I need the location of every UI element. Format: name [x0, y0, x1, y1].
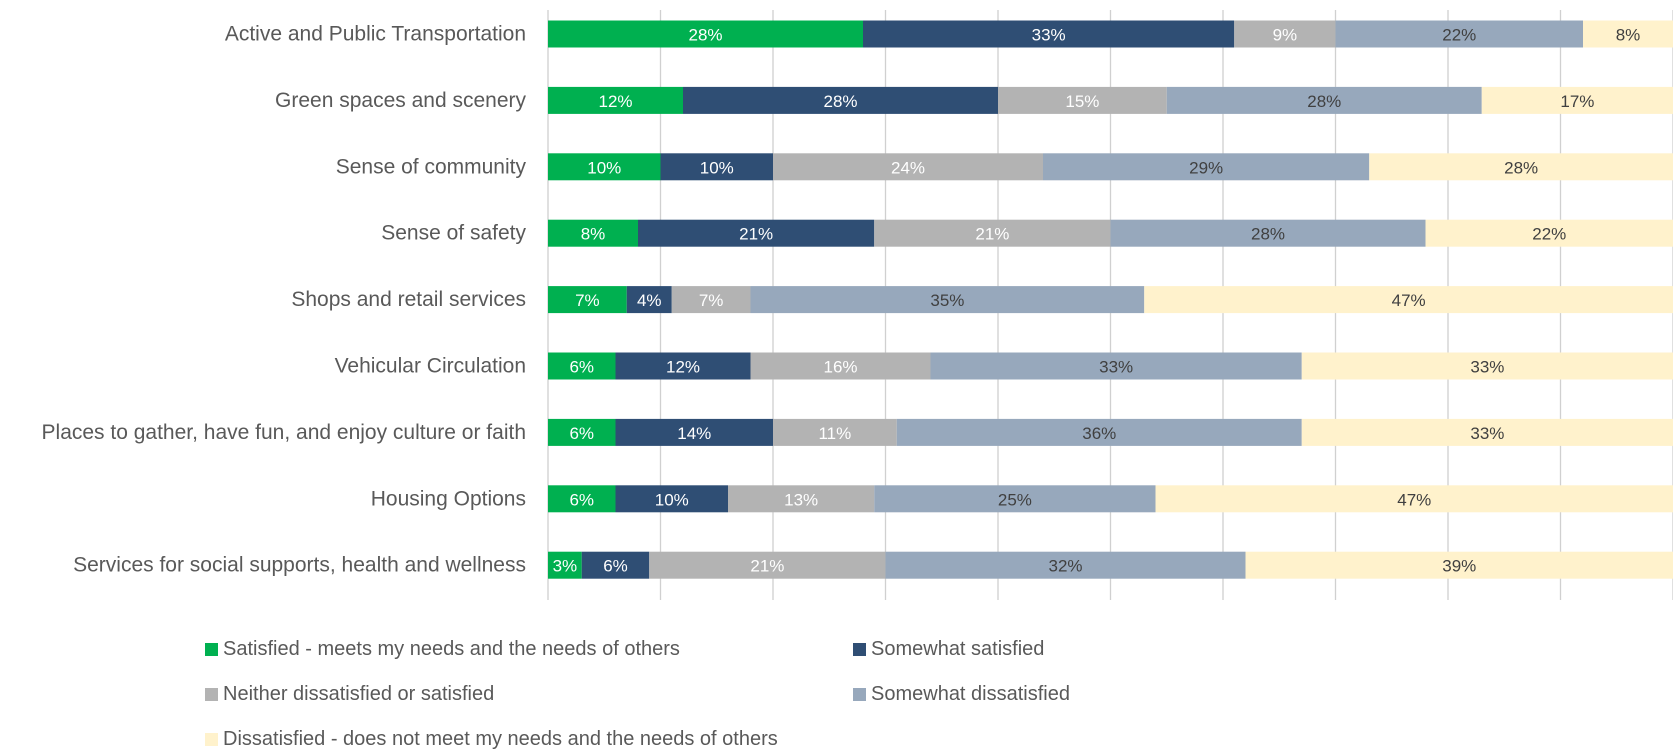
data-label: 35%: [930, 291, 964, 310]
data-label: 25%: [998, 490, 1032, 509]
data-label: 17%: [1560, 92, 1594, 111]
data-label: 8%: [1616, 26, 1641, 45]
data-label: 10%: [587, 158, 621, 177]
data-label: 33%: [1099, 358, 1133, 377]
data-label: 33%: [1470, 358, 1504, 377]
data-label: 22%: [1442, 26, 1476, 45]
data-label: 28%: [823, 92, 857, 111]
bars: 28% 33% 9% 22% 8% 12% 28% 15% 28% 17% 10% 10% 24% 29%…: [548, 21, 1673, 579]
data-label: 28%: [1251, 225, 1285, 244]
category-labels: Active and Public Transportation Green sp…: [42, 23, 527, 577]
data-label: 12%: [598, 92, 632, 111]
data-label: 3%: [553, 557, 578, 576]
data-label: 14%: [677, 424, 711, 443]
data-label: 32%: [1048, 557, 1082, 576]
data-label: 8%: [581, 225, 606, 244]
data-label: 21%: [739, 225, 773, 244]
data-label: 10%: [655, 490, 689, 509]
data-label: 28%: [688, 26, 722, 45]
data-label: 7%: [699, 291, 724, 310]
category-label: Vehicular Circulation: [335, 355, 526, 378]
category-label: Services for social supports, health and…: [73, 554, 526, 577]
data-label: 11%: [818, 424, 851, 443]
data-label: 21%: [750, 557, 784, 576]
category-label: Green spaces and scenery: [275, 89, 526, 112]
data-label: 7%: [575, 291, 600, 310]
data-label: 6%: [569, 358, 594, 377]
data-label: 28%: [1307, 92, 1341, 111]
category-label: Active and Public Transportation: [225, 23, 526, 46]
data-label: 4%: [637, 291, 662, 310]
data-label: 6%: [569, 490, 594, 509]
data-label: 28%: [1504, 158, 1538, 177]
data-label: 33%: [1032, 26, 1066, 45]
data-label: 15%: [1065, 92, 1099, 111]
data-label: 36%: [1082, 424, 1116, 443]
data-label: 21%: [975, 225, 1009, 244]
category-label: Housing Options: [371, 487, 526, 510]
data-label: 12%: [666, 358, 700, 377]
data-label: 9%: [1273, 26, 1298, 45]
data-label: 22%: [1532, 225, 1566, 244]
data-label: 6%: [603, 557, 628, 576]
category-label: Places to gather, have fun, and enjoy cu…: [42, 421, 526, 444]
data-label: 39%: [1442, 557, 1476, 576]
data-label: 29%: [1189, 158, 1223, 177]
data-label: 16%: [823, 358, 857, 377]
data-label: 6%: [569, 424, 594, 443]
data-label: 24%: [891, 158, 925, 177]
data-label: 33%: [1470, 424, 1504, 443]
data-label: 13%: [784, 490, 818, 509]
category-label: Sense of community: [336, 155, 527, 178]
data-label: 10%: [700, 158, 734, 177]
data-label: 47%: [1392, 291, 1426, 310]
category-label: Shops and retail services: [291, 288, 526, 311]
data-label: 47%: [1397, 490, 1431, 509]
category-label: Sense of safety: [381, 222, 526, 245]
